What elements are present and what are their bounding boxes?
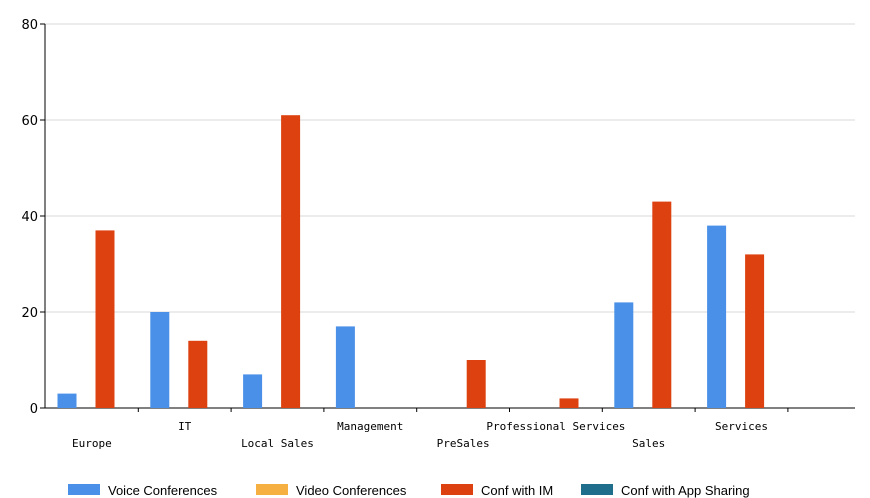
legend-swatch — [441, 484, 473, 495]
y-tick-label: 80 — [21, 18, 38, 33]
y-tick-label: 40 — [21, 210, 38, 225]
bar-conf-with-im-sales — [652, 201, 672, 408]
legend-swatch — [256, 484, 288, 495]
y-tick-label: 0 — [30, 402, 38, 417]
x-tick-label: Local Sales — [241, 437, 314, 450]
tick-labels: 0 20 40 60 80 Europe IT Local Sales Management Pr… — [21, 18, 768, 450]
x-tick-label: Europe — [72, 437, 112, 450]
legend-swatch — [68, 484, 100, 495]
bar-voice-conferences-services — [707, 225, 727, 408]
bar-voice-conferences-sales — [614, 302, 634, 408]
x-tick-label: Professional Services — [486, 420, 625, 433]
x-tick-label: IT — [178, 420, 192, 433]
bars — [57, 115, 765, 408]
x-tick-label: Services — [715, 420, 768, 433]
legend-item: Conf with IM — [441, 483, 553, 498]
gridlines — [45, 23, 855, 313]
legend: Voice Conferences Video Conferences Conf w… — [68, 483, 750, 498]
y-tick-label: 20 — [21, 306, 38, 321]
bar-conf-with-im-professional-services — [559, 398, 579, 408]
x-tick-label: PreSales — [437, 437, 490, 450]
bar-conf-with-im-europe — [95, 230, 115, 408]
legend-item: Voice Conferences — [68, 483, 218, 498]
bar-voice-conferences-local-sales — [243, 374, 263, 408]
legend-label: Video Conferences — [296, 483, 407, 498]
bar-conf-with-im-presales — [466, 360, 486, 408]
legend-item: Conf with App Sharing — [581, 483, 750, 498]
bar-voice-conferences-management — [335, 326, 355, 408]
legend-label: Voice Conferences — [108, 483, 218, 498]
legend-swatch — [581, 484, 613, 495]
bar-conf-with-im-services — [745, 254, 765, 408]
bar-voice-conferences-europe — [57, 393, 77, 408]
x-tick-label: Sales — [632, 437, 665, 450]
legend-label: Conf with App Sharing — [621, 483, 750, 498]
y-tick-label: 60 — [21, 114, 38, 129]
bar-conf-with-im-it — [188, 340, 208, 408]
legend-label: Conf with IM — [481, 483, 553, 498]
legend-item: Video Conferences — [256, 483, 407, 498]
bar-conf-with-im-local-sales — [281, 115, 301, 408]
bar-voice-conferences-it — [150, 312, 170, 408]
x-tick-label: Management — [337, 420, 403, 433]
